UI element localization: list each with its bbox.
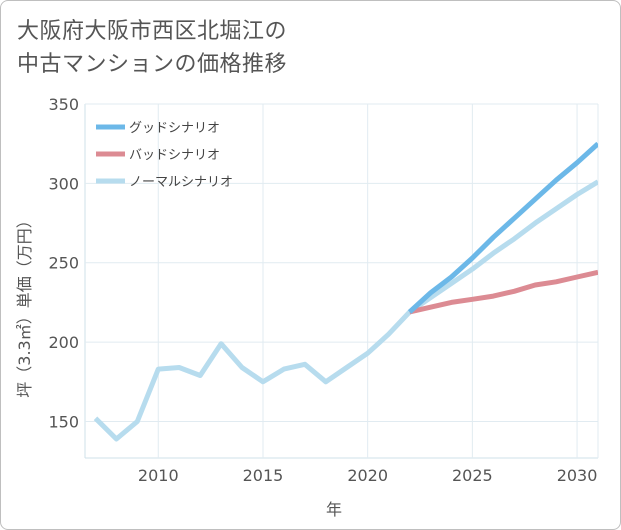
- x-tick-label: 2030: [557, 466, 598, 485]
- legend-label: ノーマルシナリオ: [129, 175, 233, 190]
- x-tick-label: 2010: [138, 466, 179, 485]
- x-axis-ticks: 2010 2015 2020 2025 2030: [138, 466, 597, 485]
- series-line-0: [407, 141, 598, 314]
- legend-label: グッドシナリオ: [129, 121, 220, 136]
- x-tick-label: 2015: [243, 466, 284, 485]
- x-tick-label: 2020: [347, 466, 388, 485]
- y-axis-ticks: 150 200 250 300 350: [48, 95, 79, 431]
- series-line-2: [93, 179, 598, 442]
- y-tick-label: 250: [48, 254, 79, 273]
- series-line-1: [409, 269, 598, 315]
- chart-title: 大阪府大阪市西区北堀江の 中古マンションの価格推移: [17, 15, 287, 81]
- chart-title-line1: 大阪府大阪市西区北堀江の: [17, 19, 288, 44]
- y-tick-label: 200: [48, 333, 79, 352]
- legend-label: バッドシナリオ: [129, 148, 220, 163]
- y-tick-label: 300: [48, 174, 79, 193]
- y-axis-title: 坪（3.3㎡）単価（万円）: [15, 212, 34, 397]
- x-tick-label: 2025: [452, 466, 493, 485]
- chart-title-line2: 中古マンションの価格推移: [17, 52, 288, 77]
- chart-series: [93, 141, 598, 442]
- x-axis-title: 年: [326, 500, 342, 519]
- y-tick-label: 150: [48, 412, 79, 431]
- y-tick-label: 350: [48, 95, 79, 114]
